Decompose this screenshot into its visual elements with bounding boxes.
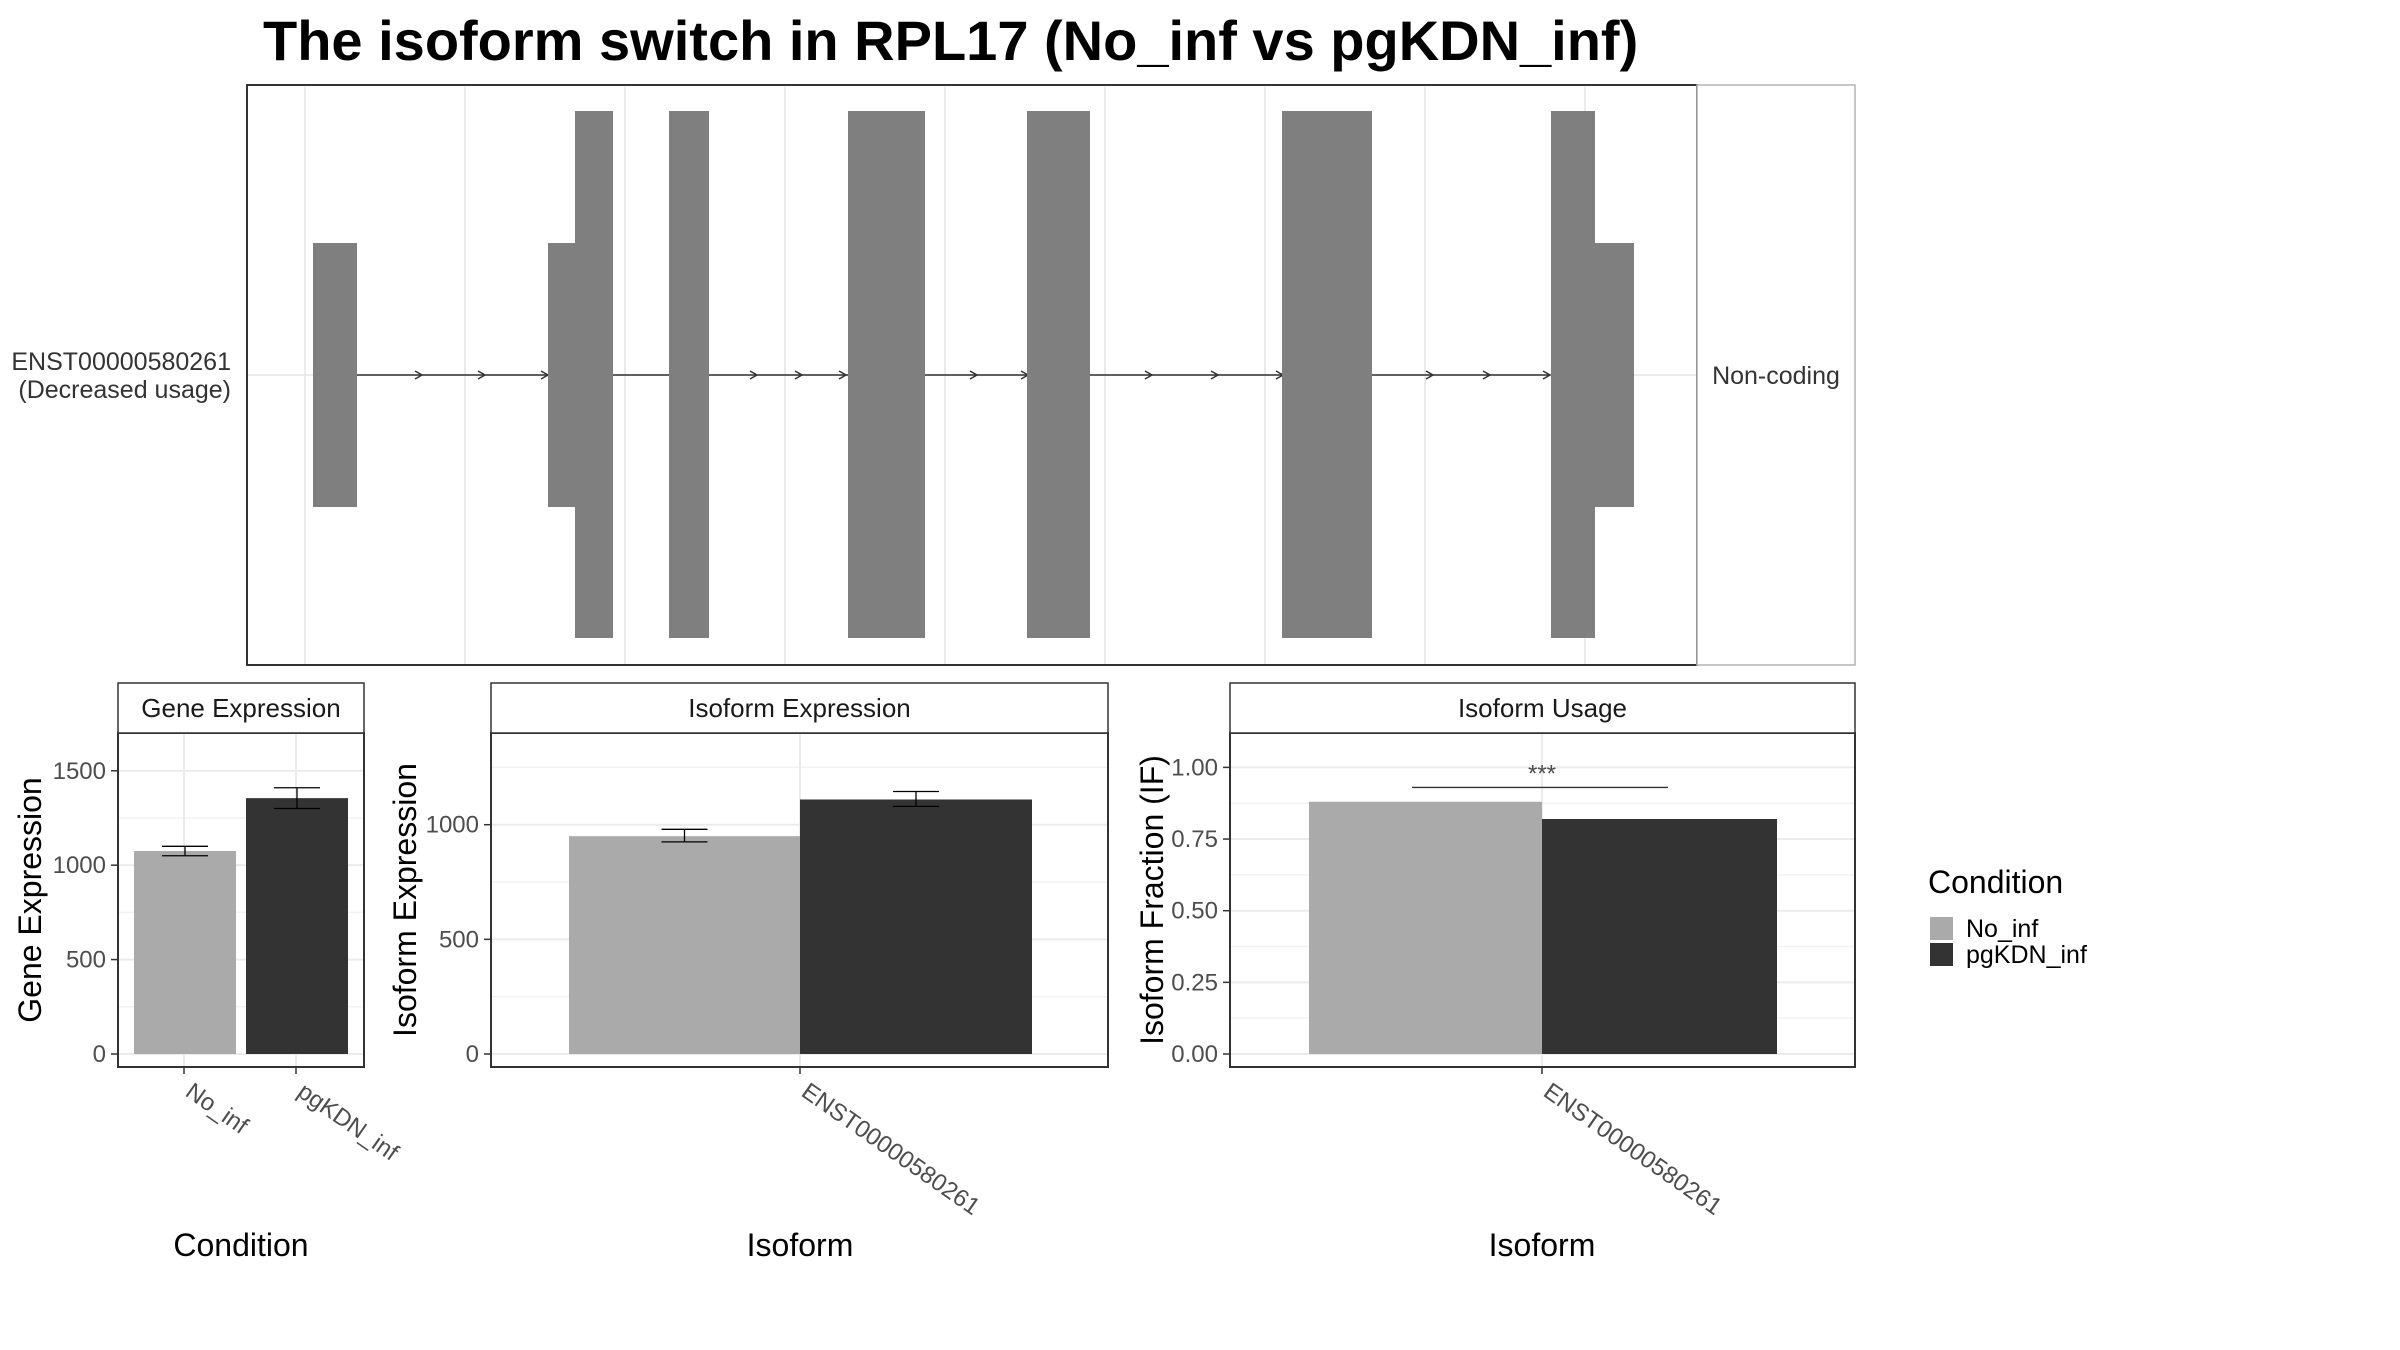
legend-swatch-pgkdn-inf bbox=[1930, 943, 1953, 966]
structure-type-strip bbox=[1696, 84, 1856, 666]
y-tick-label: 0.00 bbox=[1171, 1041, 1218, 1068]
y-tick-label: 0.50 bbox=[1171, 898, 1218, 925]
panel-strip bbox=[1229, 682, 1856, 734]
bar-pgkdn-inf bbox=[246, 798, 348, 1054]
legend-label-pgkdn-inf: pgKDN_inf bbox=[1966, 941, 2087, 969]
y-tick-label: 0.25 bbox=[1171, 969, 1218, 996]
legend-title: Condition bbox=[1928, 864, 2063, 900]
legend-swatch-no-inf bbox=[1930, 917, 1953, 940]
y-tick-label: 0 bbox=[93, 1041, 106, 1068]
y-tick-label: 1.00 bbox=[1171, 754, 1218, 781]
bar-no-inf bbox=[569, 836, 800, 1054]
exon-2 bbox=[548, 243, 575, 507]
y-tick-label: 0 bbox=[466, 1041, 479, 1068]
legend-label-no-inf: No_inf bbox=[1966, 915, 2038, 943]
significance-label: *** bbox=[1528, 760, 1556, 787]
intron-arrow-13 bbox=[1542, 370, 1552, 380]
bar-pgkdn-inf bbox=[800, 799, 1032, 1054]
exon-3 bbox=[575, 111, 613, 638]
panel-strip bbox=[490, 682, 1109, 734]
panel-strip bbox=[117, 682, 365, 734]
x-tick-label: pgKDN_inf bbox=[293, 1078, 404, 1167]
exon-5 bbox=[848, 111, 925, 638]
y-tick-label: 1000 bbox=[426, 812, 479, 839]
bar-pgkdn-inf bbox=[1542, 818, 1777, 1054]
exon-9 bbox=[1595, 243, 1634, 507]
intron-arrow-4 bbox=[794, 370, 804, 380]
y-axis-title: Gene Expression bbox=[12, 777, 48, 1022]
panel-strip-label: Isoform Usage bbox=[1458, 693, 1627, 723]
exon-8 bbox=[1551, 111, 1595, 638]
panel-isoform-usage: 0.00 0.25 0.50 0.75 1.00 *** Isoform Usage ENST… bbox=[1134, 682, 1856, 1263]
intron-arrow-11 bbox=[1425, 370, 1435, 380]
transcript-id-label: ENST00000580261 bbox=[11, 348, 231, 376]
y-tick-label: 500 bbox=[439, 926, 479, 953]
y-tick-label: 1000 bbox=[53, 852, 106, 879]
transcript-usage-label: (Decreased usage) bbox=[18, 376, 231, 404]
x-tick-label: ENST00000580261 bbox=[1539, 1078, 1727, 1221]
exon-4 bbox=[669, 111, 709, 638]
x-tick-label: ENST00000580261 bbox=[797, 1078, 985, 1221]
y-tick-label: 1500 bbox=[53, 758, 106, 785]
exon-7 bbox=[1282, 111, 1372, 638]
panel-strip-label: Gene Expression bbox=[141, 693, 340, 723]
exon-6 bbox=[1027, 111, 1090, 638]
intron-arrow-8 bbox=[1144, 370, 1154, 380]
y-axis-title: Isoform Fraction (IF) bbox=[1134, 755, 1170, 1045]
exon-1 bbox=[313, 243, 357, 507]
intron-arrow-3 bbox=[749, 370, 759, 380]
intron-arrow-6 bbox=[969, 370, 979, 380]
intron-arrow-1 bbox=[477, 370, 487, 380]
y-tick-label: 500 bbox=[66, 947, 106, 974]
bar-no-inf bbox=[134, 851, 236, 1054]
intron-arrow-12 bbox=[1482, 370, 1492, 380]
transcript-structure-panel: ENST00000580261(Decreased usage) Non-codi… bbox=[11, 84, 1856, 666]
figure-title: The isoform switch in RPL17 (No_inf vs p… bbox=[263, 9, 1638, 72]
panel-strip-label: Isoform Expression bbox=[688, 693, 911, 723]
x-axis-title: Isoform bbox=[1489, 1227, 1596, 1263]
intron-arrow-9 bbox=[1210, 370, 1220, 380]
x-tick-label: No_inf bbox=[181, 1078, 254, 1140]
x-axis-title: Condition bbox=[173, 1227, 308, 1263]
bar-no-inf bbox=[1309, 801, 1542, 1054]
y-axis-title: Isoform Expression bbox=[387, 763, 423, 1037]
y-tick-label: 0.75 bbox=[1171, 826, 1218, 853]
intron-arrow-0 bbox=[414, 370, 424, 380]
x-axis-title: Isoform bbox=[747, 1227, 854, 1263]
intron-arrow-5 bbox=[838, 370, 848, 380]
transcript-type-label: Non-coding bbox=[1712, 362, 1840, 390]
